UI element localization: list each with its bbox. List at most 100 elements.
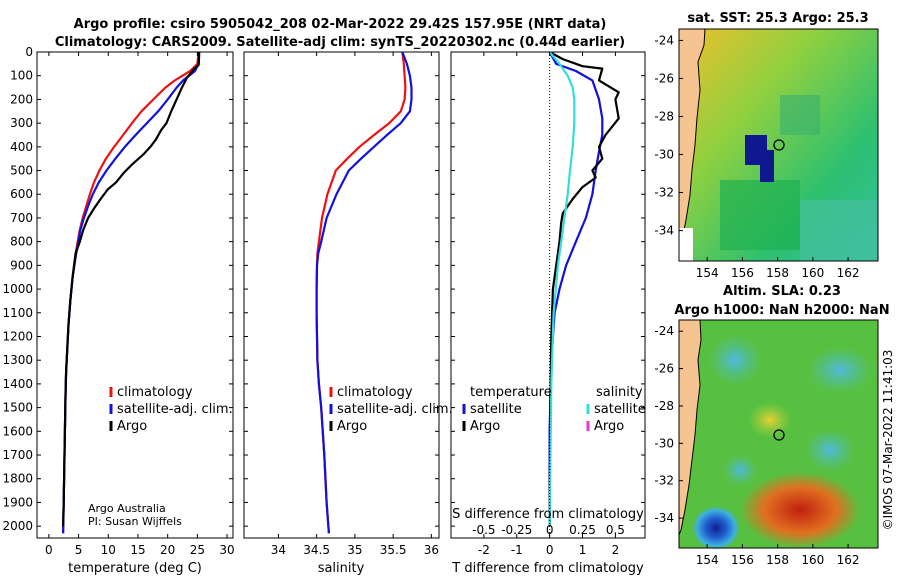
y-tick-label: 600 bbox=[10, 187, 33, 201]
y-tick-label: 200 bbox=[10, 92, 33, 106]
map-lon-label: 156 bbox=[731, 553, 754, 567]
y-tick-label: 1300 bbox=[2, 353, 33, 367]
y-tick-label: 1400 bbox=[2, 377, 33, 391]
y-tick-label: 900 bbox=[10, 258, 33, 272]
x-tick-label: 25 bbox=[190, 543, 205, 557]
legend-label-climatology: climatology bbox=[337, 385, 413, 400]
plot-title-line2: Climatology: CARS2009. Satellite-adj cli… bbox=[55, 35, 625, 50]
series-line-satellite-s bbox=[548, 51, 576, 527]
x-tick-label: 15 bbox=[130, 543, 145, 557]
temperature-panel: 0 5 10 15 20 25 30 bbox=[45, 51, 235, 557]
sla-blob bbox=[748, 402, 792, 438]
x-tick-label: 34.5 bbox=[303, 543, 330, 557]
x-tick-label: 34 bbox=[271, 543, 286, 557]
map-lon-label: 160 bbox=[801, 553, 824, 567]
salinity-panel: 34 34.5 35 35.5 36 bbox=[271, 51, 439, 557]
y-tick-label: 100 bbox=[10, 69, 33, 83]
legend-title-salinity: salinity bbox=[596, 385, 643, 400]
salinity-xlabel: salinity bbox=[318, 561, 365, 576]
series-line-satellite-adj-clim- bbox=[315, 51, 413, 534]
legend-label-climatology: climatology bbox=[117, 385, 193, 400]
map-lat-label: -28 bbox=[654, 399, 674, 413]
legend-label-argo-t: Argo bbox=[470, 419, 500, 434]
y-tick-label: 1500 bbox=[2, 401, 33, 415]
map-lat-label: -32 bbox=[654, 186, 674, 200]
sla-map-frame bbox=[678, 319, 879, 549]
map-lat-label: -30 bbox=[654, 436, 674, 450]
credit-line2: PI: Susan Wijffels bbox=[88, 515, 182, 528]
series-line-satellite-t bbox=[548, 51, 604, 527]
legend-label-argo: Argo bbox=[337, 419, 367, 434]
series-line-climatology bbox=[62, 51, 200, 534]
difference-panel-frame bbox=[450, 51, 646, 539]
map-lon-label: 158 bbox=[766, 266, 789, 280]
s-tick-label: -0.25 bbox=[501, 523, 532, 537]
sla-coastline bbox=[678, 319, 702, 536]
pressure-axis: 0 100 200 300 400 500 600 700 800 900 1000 1100 1200… bbox=[2, 45, 645, 533]
x-tick-label: 5 bbox=[75, 543, 83, 557]
sst-map: sat. SST: 25.3 Argo: 25.3 bbox=[678, 11, 879, 262]
y-tick-label: 1700 bbox=[2, 448, 33, 462]
imos-timestamp: ©IMOS 07-Mar-2022 11:41:03 bbox=[881, 350, 895, 531]
series-line-argo-t bbox=[548, 51, 620, 527]
sst-patch-green bbox=[720, 180, 800, 250]
x-tick-label: 2 bbox=[612, 543, 620, 557]
x-tick-label: 0 bbox=[45, 543, 53, 557]
map-lat-label: -28 bbox=[654, 109, 674, 123]
series-line-climatology bbox=[315, 51, 407, 534]
s-tick-label: 0.5 bbox=[606, 523, 625, 537]
sla-float-marker bbox=[773, 429, 785, 441]
y-tick-label: 2000 bbox=[2, 519, 33, 533]
x-tick-label: -2 bbox=[478, 543, 490, 557]
map-lon-label: 158 bbox=[766, 553, 789, 567]
series-line-argo bbox=[62, 52, 201, 527]
legend-label-satellite-t: satellite bbox=[470, 402, 522, 417]
legend-label-satellite-s: satellite bbox=[594, 402, 646, 417]
legend-title-temperature: temperature bbox=[470, 385, 552, 400]
legend-label-argo: Argo bbox=[117, 419, 147, 434]
sla-map-title1: Altim. SLA: 0.23 bbox=[723, 284, 841, 299]
y-tick-label: 1100 bbox=[2, 306, 33, 320]
map-axes: -24 -26 -28 -30 -32 -34 154 156 158 160 162 -24 -26 -… bbox=[654, 33, 859, 567]
sla-map: Altim. SLA: 0.23 Argo h1000: NaN h2000: … bbox=[674, 284, 890, 550]
credit-line1: Argo Australia bbox=[88, 502, 166, 515]
sla-blob bbox=[722, 454, 758, 486]
map-lat-label: -24 bbox=[654, 33, 674, 47]
s-tick-label: 0.25 bbox=[569, 523, 596, 537]
map-lon-label: 162 bbox=[837, 266, 860, 280]
sla-blob-red bbox=[740, 472, 860, 548]
salinity-legend: climatology satellite-adj. clim. Argo bbox=[329, 385, 453, 434]
sst-map-frame bbox=[678, 28, 879, 262]
map-lon-label: 156 bbox=[731, 266, 754, 280]
x-tick-label: 20 bbox=[160, 543, 175, 557]
s-difference-title: S difference from climatology bbox=[452, 507, 644, 522]
y-tick-label: 1600 bbox=[2, 424, 33, 438]
difference-legend: temperature satellite Argo salinity sate… bbox=[462, 385, 646, 434]
x-tick-label: 1 bbox=[579, 543, 587, 557]
map-lat-label: -26 bbox=[654, 71, 674, 85]
map-lat-label: -26 bbox=[654, 362, 674, 376]
x-tick-label: 35 bbox=[347, 543, 362, 557]
y-tick-label: 700 bbox=[10, 211, 33, 225]
temperature-panel-frame bbox=[36, 51, 234, 539]
map-lat-label: -32 bbox=[654, 474, 674, 488]
map-lat-label: -24 bbox=[654, 324, 674, 338]
sst-patch-dark bbox=[760, 150, 774, 182]
sst-float-marker bbox=[773, 139, 785, 151]
legend-label-argo-s: Argo bbox=[594, 419, 624, 434]
sla-blob bbox=[806, 346, 874, 394]
plot-title-line1: Argo profile: csiro 5905042_208 02-Mar-2… bbox=[74, 17, 607, 32]
temperature-xlabel: temperature (deg C) bbox=[68, 561, 202, 576]
sla-blob-blue bbox=[692, 506, 740, 550]
x-tick-label: 35.5 bbox=[380, 543, 407, 557]
temperature-legend: climatology satellite-adj. clim. Argo bbox=[109, 385, 233, 434]
y-tick-label: 0 bbox=[25, 45, 33, 59]
y-tick-label: 300 bbox=[10, 116, 33, 130]
y-tick-label: 1900 bbox=[2, 495, 33, 509]
x-tick-label: -1 bbox=[511, 543, 523, 557]
salinity-panel-frame bbox=[243, 51, 440, 539]
y-tick-label: 1800 bbox=[2, 472, 33, 486]
x-tick-label: 0 bbox=[546, 543, 554, 557]
x-tick-label: 36 bbox=[424, 543, 439, 557]
